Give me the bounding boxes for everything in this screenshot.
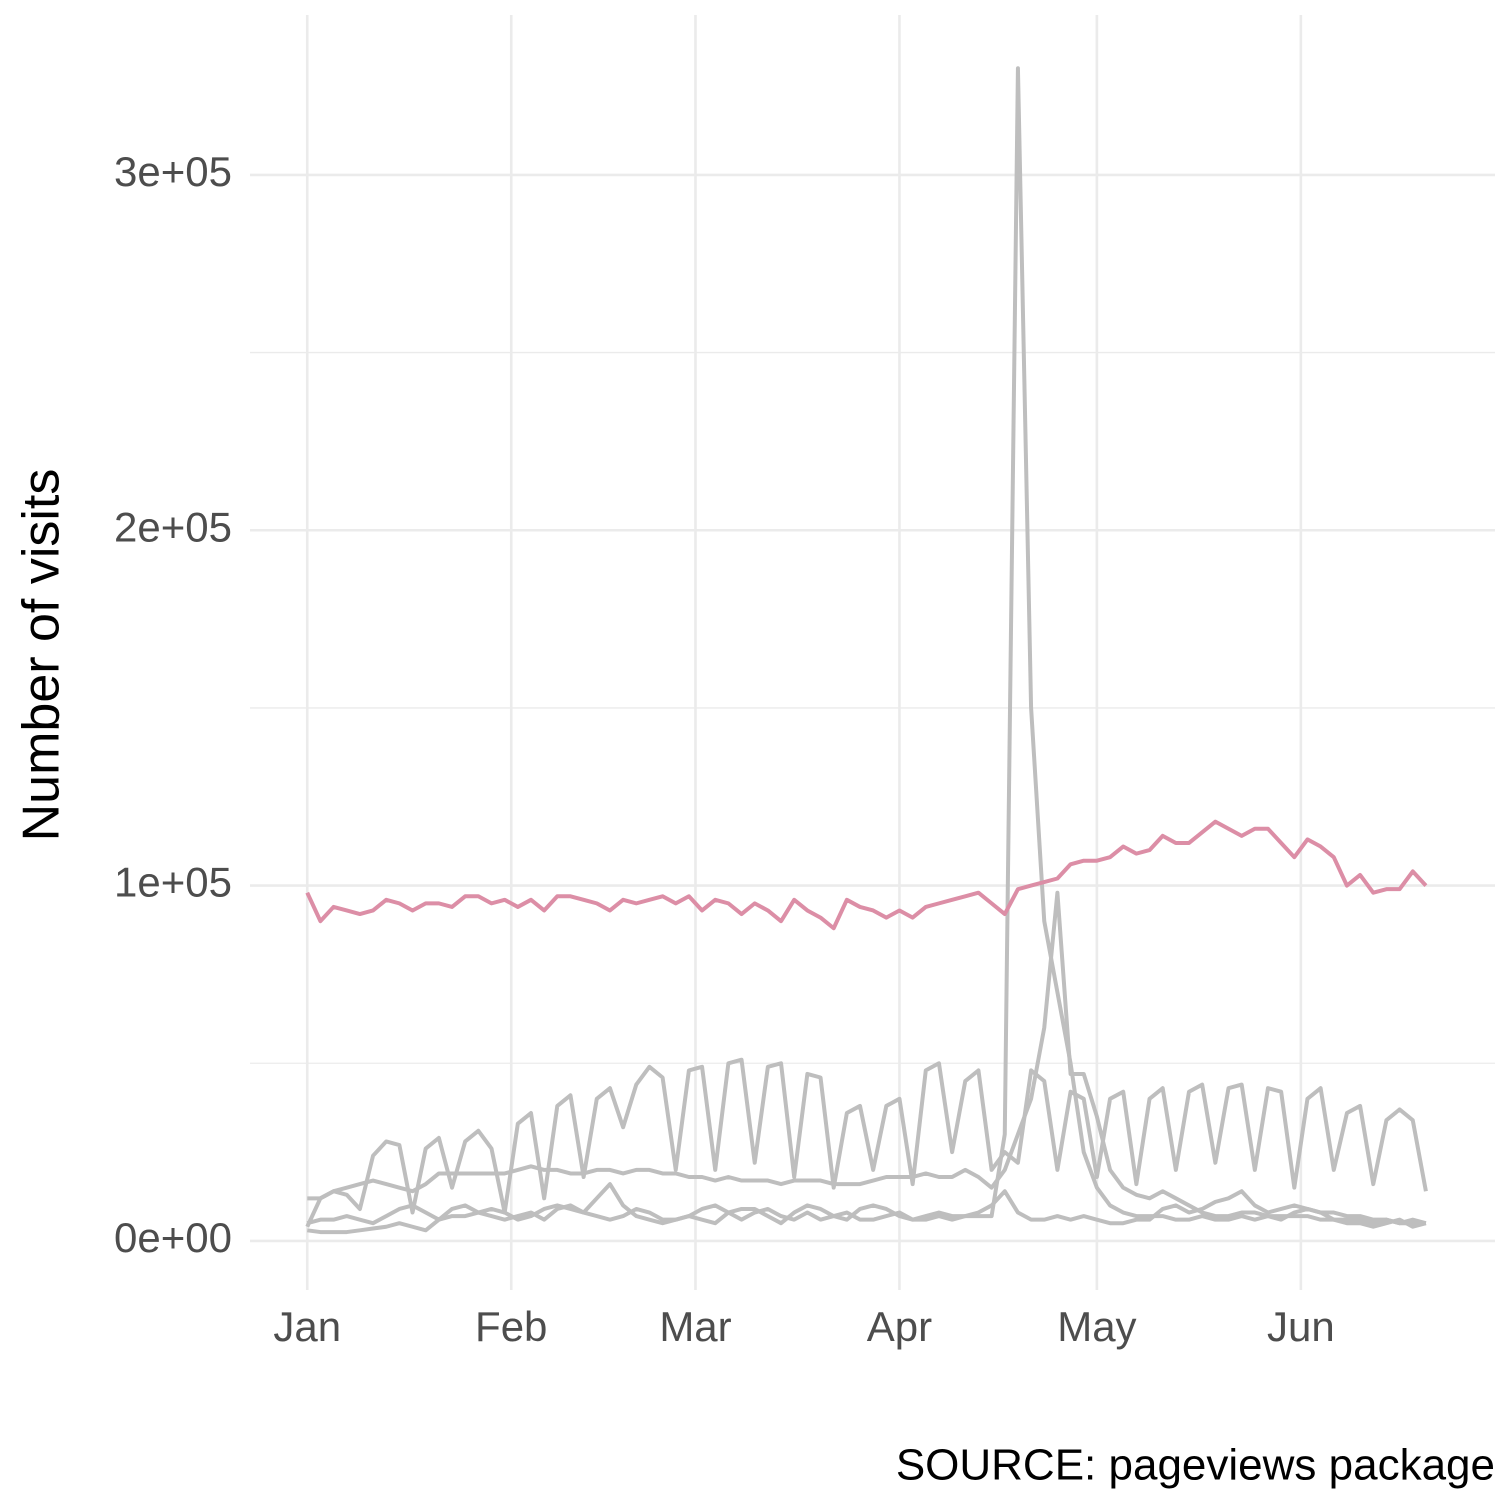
series-line xyxy=(306,66,1427,1226)
x-tick-label: Apr xyxy=(867,1303,932,1350)
y-tick-label: 0e+00 xyxy=(114,1214,232,1261)
series-line xyxy=(306,1182,1427,1235)
y-tick-label: 3e+05 xyxy=(114,148,232,195)
x-tick-label: Mar xyxy=(659,1303,731,1350)
x-tick-label: Feb xyxy=(475,1303,547,1350)
y-tick-label: 2e+05 xyxy=(114,503,232,550)
x-tick-label: Jun xyxy=(1267,1303,1335,1350)
series-line xyxy=(305,1057,1428,1228)
y-axis-title: Number of visits xyxy=(13,469,71,842)
series-line xyxy=(307,890,1426,1226)
series-line xyxy=(305,819,1428,931)
caption: SOURCE: pageviews package xyxy=(896,1441,1495,1490)
x-tick-label: Jan xyxy=(273,1303,341,1350)
x-tick-label: May xyxy=(1057,1303,1136,1350)
y-tick-label: 1e+05 xyxy=(114,859,232,906)
